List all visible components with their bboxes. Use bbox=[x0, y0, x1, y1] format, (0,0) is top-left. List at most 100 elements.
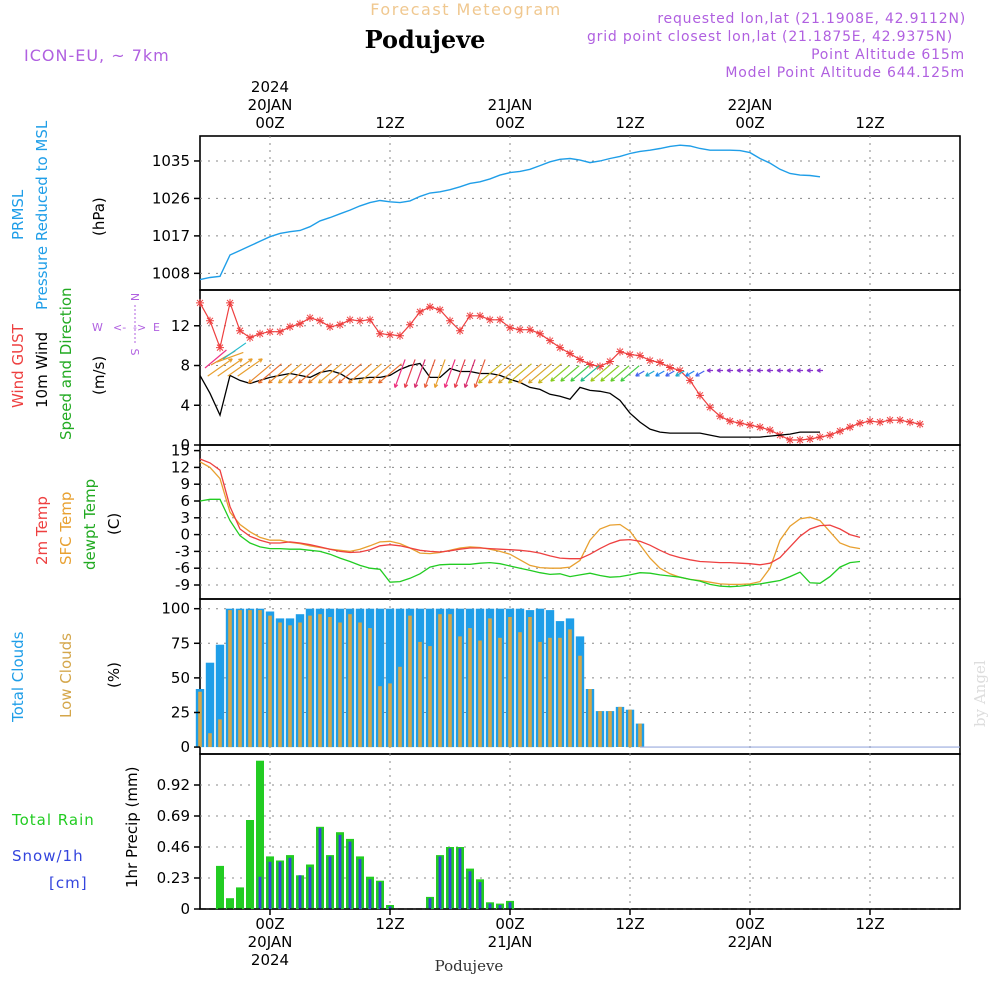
wind-arrow bbox=[685, 370, 695, 377]
time-label-top: 12Z bbox=[615, 114, 644, 132]
y-tick-label: -6 bbox=[175, 559, 190, 577]
location-title: Podujeve bbox=[365, 25, 486, 54]
snow-bar bbox=[258, 876, 262, 909]
low-cloud-bar bbox=[358, 622, 362, 748]
gust-marker bbox=[806, 435, 814, 444]
low-cloud-bar bbox=[208, 733, 212, 747]
gust-line bbox=[199, 300, 921, 441]
gust-marker bbox=[406, 320, 414, 329]
y-tick-label: -9 bbox=[175, 576, 190, 594]
y-tick-label: 75 bbox=[171, 634, 190, 652]
gust-marker bbox=[396, 331, 404, 340]
gridpoint-coords: grid point closest lon,lat (21.1875E, 42… bbox=[587, 29, 953, 45]
low-cloud-bar bbox=[428, 646, 432, 748]
wind-arrow bbox=[756, 368, 763, 373]
gust-marker bbox=[636, 351, 644, 360]
gust-marker bbox=[326, 322, 334, 331]
gust-marker bbox=[836, 427, 844, 436]
low-cloud-bar bbox=[308, 615, 312, 748]
gust-marker bbox=[266, 327, 274, 336]
gust-marker bbox=[546, 336, 554, 345]
time-label-bottom: 12Z bbox=[855, 915, 884, 933]
wind-arrow bbox=[307, 363, 332, 384]
gust-marker bbox=[656, 358, 664, 367]
low-cloud-bar bbox=[238, 610, 242, 748]
low-cloud-bar bbox=[508, 617, 512, 748]
panel-frame-pressure bbox=[199, 135, 961, 291]
wind-unit: (m/s) bbox=[90, 356, 108, 395]
wind-arrow bbox=[443, 359, 456, 389]
pressure-line bbox=[199, 144, 821, 281]
gust-marker bbox=[736, 419, 744, 428]
gust-marker bbox=[706, 403, 714, 412]
low-cloud-bar bbox=[408, 615, 412, 748]
low-cloud-bar bbox=[608, 711, 612, 748]
wind-arrow bbox=[675, 370, 685, 377]
gust-marker bbox=[536, 329, 544, 338]
wind-arrow bbox=[620, 365, 640, 382]
wind-arrow bbox=[816, 368, 823, 373]
time-label-top: 00Z bbox=[495, 114, 524, 132]
gust-marker bbox=[236, 326, 244, 335]
wind-arrow bbox=[287, 363, 312, 384]
y-tick-label: 0 bbox=[180, 900, 190, 918]
snow-bar bbox=[458, 848, 462, 909]
panel-frame-temp bbox=[199, 444, 961, 600]
y-tick-label: 0.23 bbox=[157, 869, 190, 887]
wind-arrow bbox=[766, 368, 773, 373]
gust-marker bbox=[796, 436, 804, 445]
temp-dew-label: dewpt Temp bbox=[81, 479, 99, 570]
date-label-top: 21JAN bbox=[488, 96, 533, 114]
total-cloud-bar bbox=[375, 608, 385, 748]
low-cloud-bar bbox=[328, 617, 332, 748]
low-cloud-bar bbox=[268, 615, 272, 748]
snow-bar bbox=[478, 882, 482, 909]
snow-bar bbox=[348, 841, 352, 909]
low-cloud-bar bbox=[388, 683, 392, 748]
rain-bar bbox=[236, 887, 244, 909]
point-altitude: Point Altitude 615m bbox=[811, 47, 965, 63]
y-tick-label: 0.92 bbox=[157, 776, 190, 794]
gust-marker bbox=[916, 420, 924, 429]
y-tick-label: 0.69 bbox=[157, 807, 190, 825]
temp-2m-line bbox=[199, 458, 861, 566]
low-cloud-bar bbox=[628, 709, 632, 748]
y-tick-label: 100 bbox=[161, 600, 190, 618]
low-cloud-bar bbox=[568, 629, 572, 747]
gust-marker bbox=[756, 423, 764, 432]
gust-marker bbox=[426, 302, 434, 311]
gust-marker bbox=[786, 436, 794, 445]
compass-e: E bbox=[153, 321, 160, 334]
gust-marker bbox=[606, 357, 614, 366]
compass-w: W bbox=[92, 321, 103, 334]
snow-bar bbox=[498, 905, 502, 909]
gust-marker bbox=[416, 307, 424, 316]
wind-arrow bbox=[257, 363, 282, 384]
y-tick-label: 1017 bbox=[152, 227, 190, 245]
time-label-top: 12Z bbox=[375, 114, 404, 132]
wind-arrow bbox=[590, 365, 610, 382]
y-tick-label: 1035 bbox=[152, 152, 190, 170]
snow-bar bbox=[438, 856, 442, 909]
temp-sfc-label: SFC Temp bbox=[57, 492, 75, 565]
wind-arrow bbox=[367, 363, 392, 384]
year-label-bottom: 2024 bbox=[251, 951, 289, 969]
low-cloud-bar bbox=[228, 610, 232, 748]
wind-arrow bbox=[550, 365, 570, 382]
wind-arrow bbox=[277, 363, 302, 384]
wind-arrow bbox=[463, 359, 476, 389]
snow-bar bbox=[358, 859, 362, 909]
low-cloud-bar bbox=[528, 617, 532, 748]
wind-arrow bbox=[477, 363, 502, 384]
time-label-bottom: 00Z bbox=[255, 915, 284, 933]
wind-arrow bbox=[227, 358, 253, 377]
low-cloud-bar bbox=[248, 610, 252, 748]
low-cloud-bar bbox=[438, 614, 442, 748]
wind-arrow bbox=[487, 363, 512, 384]
wind-arrow bbox=[207, 358, 233, 377]
y-tick-label: 15 bbox=[171, 442, 190, 460]
low-cloud-bar bbox=[498, 637, 502, 748]
rain-bar bbox=[246, 820, 254, 909]
snow-bar bbox=[368, 879, 372, 909]
gust-marker bbox=[676, 366, 684, 375]
